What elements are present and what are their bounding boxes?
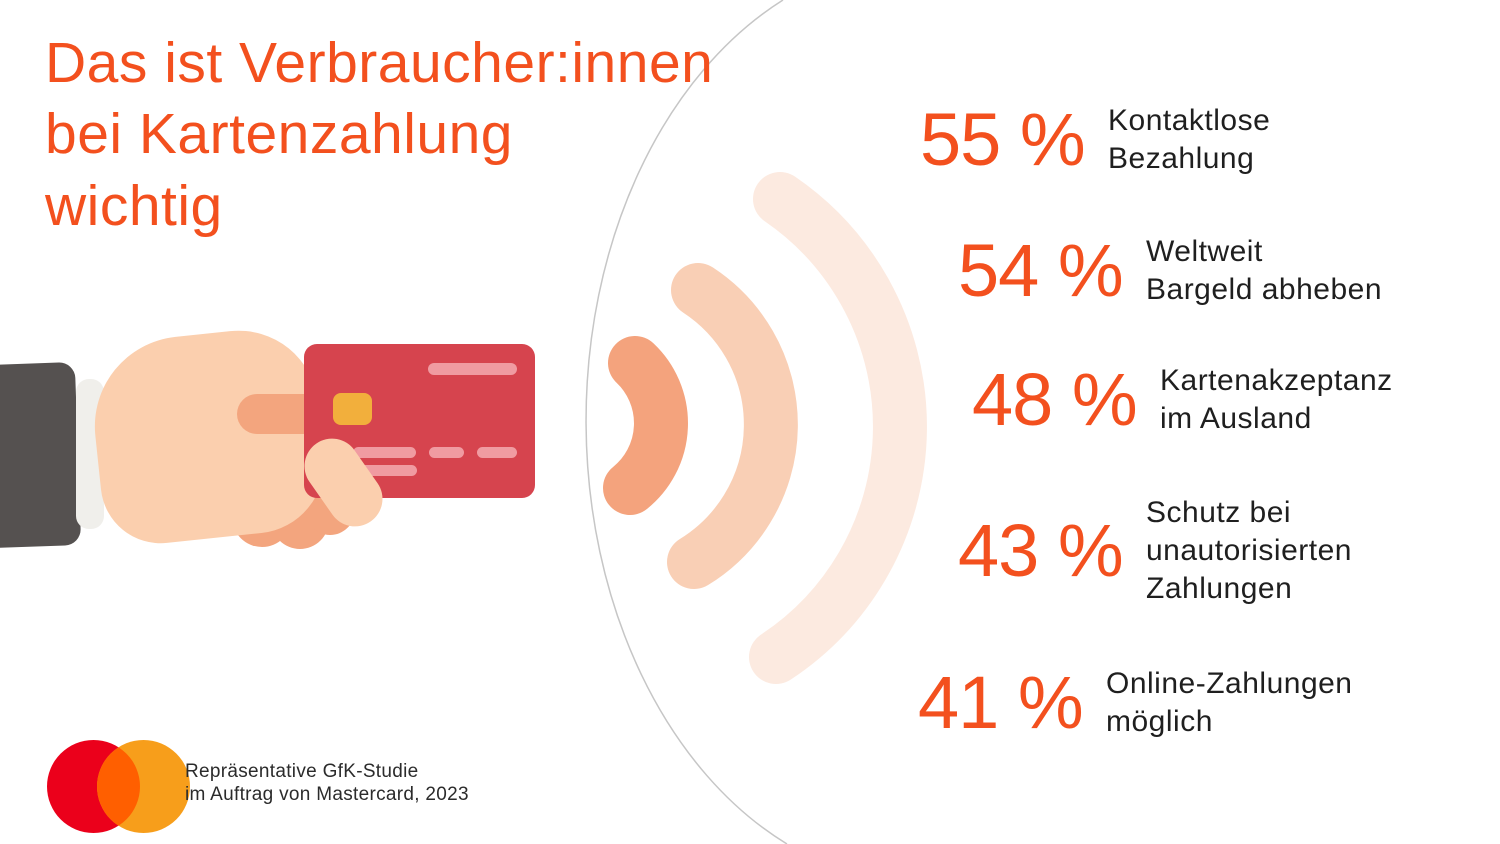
card-stripe (353, 465, 417, 476)
stat-value: 41 % (918, 661, 1084, 744)
stat-value: 54 % (958, 229, 1124, 312)
mastercard-overlap (97, 740, 140, 833)
stat-value: 43 % (958, 509, 1124, 592)
card-number-dash (477, 447, 517, 458)
stat-label: Weltweit Bargeld abheben (1146, 235, 1383, 306)
stat-value: 55 % (920, 98, 1086, 181)
card-number-dash (429, 447, 464, 458)
mastercard-logo (47, 740, 190, 833)
ellipse-outline (585, 0, 788, 844)
stat-row-weltweit-bargeld: 54 % Weltweit Bargeld abheben (958, 233, 1382, 309)
stat-row-kartenakzeptanz: 48 % Kartenakzeptanz im Ausland (972, 362, 1393, 438)
contactless-waves-icon (603, 172, 927, 684)
wave-arc-small (603, 336, 688, 515)
stat-label: Online-Zahlungen möglich (1106, 667, 1353, 738)
source-line-1: Repräsentative GfK-Studie (185, 761, 419, 782)
hand-holding-card-illustration (0, 0, 620, 844)
stat-row-online-zahlungen: 41 % Online-Zahlungen möglich (918, 665, 1353, 741)
source-note: Repräsentative GfK-Studie im Auftrag von… (185, 760, 469, 806)
stat-row-schutz: 43 % Schutz bei unautorisierten Zahlunge… (958, 494, 1352, 608)
palm-shape (85, 322, 332, 550)
card-number-dash (353, 447, 416, 458)
stat-label: Kartenakzeptanz im Ausland (1160, 364, 1393, 435)
stat-label: Schutz bei unautorisierten Zahlungen (1146, 496, 1352, 605)
card-stripe (428, 363, 517, 375)
stat-value: 48 % (972, 358, 1138, 441)
page-title: Das ist Verbraucher:innen bei Kartenzahl… (45, 31, 714, 238)
wave-arc-medium (667, 263, 798, 589)
card-chip (333, 393, 372, 425)
wave-arc-large (749, 172, 927, 684)
stat-row-kontaktlose-bezahlung: 55 % Kontaktlose Bezahlung (920, 102, 1270, 178)
sleeve-shape (0, 361, 82, 550)
stat-label: Kontaktlose Bezahlung (1108, 104, 1271, 175)
source-line-2: im Auftrag von Mastercard, 2023 (185, 784, 469, 805)
